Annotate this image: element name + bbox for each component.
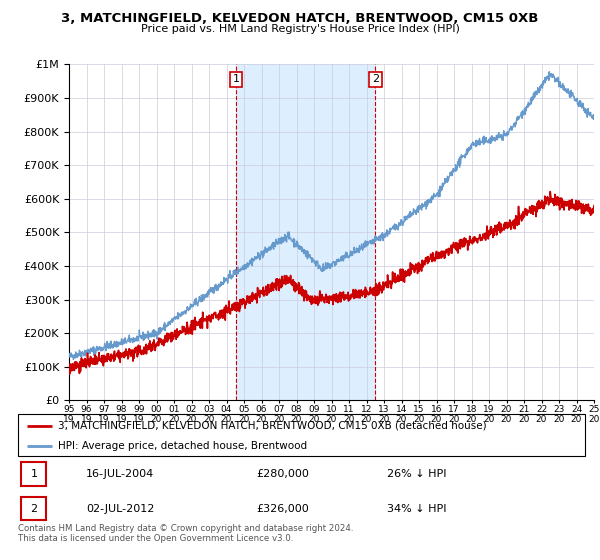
Text: 2: 2: [371, 74, 379, 85]
Text: HPI: Average price, detached house, Brentwood: HPI: Average price, detached house, Bren…: [58, 441, 307, 451]
Text: 2: 2: [31, 504, 37, 514]
Text: 3, MATCHINGFIELD, KELVEDON HATCH, BRENTWOOD, CM15 0XB: 3, MATCHINGFIELD, KELVEDON HATCH, BRENTW…: [61, 12, 539, 25]
Text: 34% ↓ HPI: 34% ↓ HPI: [386, 504, 446, 514]
Text: Contains HM Land Registry data © Crown copyright and database right 2024.: Contains HM Land Registry data © Crown c…: [18, 524, 353, 533]
Text: 1: 1: [232, 74, 239, 85]
Text: This data is licensed under the Open Government Licence v3.0.: This data is licensed under the Open Gov…: [18, 534, 293, 543]
Text: £280,000: £280,000: [256, 469, 309, 479]
Bar: [236, 64, 375, 400]
Text: 26% ↓ HPI: 26% ↓ HPI: [386, 469, 446, 479]
Bar: [21, 463, 46, 486]
Text: 3, MATCHINGFIELD, KELVEDON HATCH, BRENTWOOD, CM15 0XB (detached house): 3, MATCHINGFIELD, KELVEDON HATCH, BRENTW…: [58, 421, 487, 431]
Text: Price paid vs. HM Land Registry's House Price Index (HPI): Price paid vs. HM Land Registry's House …: [140, 24, 460, 34]
Text: 02-JUL-2012: 02-JUL-2012: [86, 504, 154, 514]
Text: 1: 1: [31, 469, 37, 479]
Text: 16-JUL-2004: 16-JUL-2004: [86, 469, 154, 479]
Text: £326,000: £326,000: [256, 504, 309, 514]
Bar: [21, 497, 46, 520]
